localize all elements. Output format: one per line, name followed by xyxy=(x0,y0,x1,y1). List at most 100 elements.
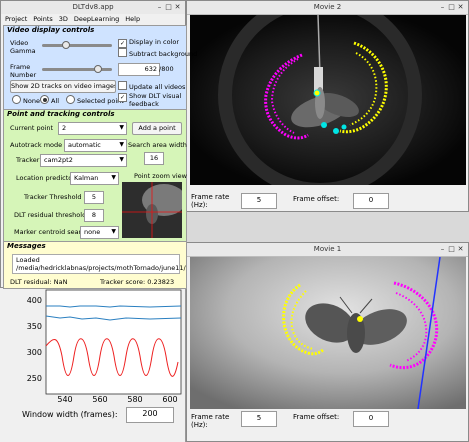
movie2-video[interactable] xyxy=(190,15,466,185)
moth-mount xyxy=(314,67,323,93)
radio-icon xyxy=(66,95,75,104)
track-cyan-point xyxy=(321,122,327,128)
chevron-down-icon: ▼ xyxy=(111,228,116,235)
display-color-label: Display in color xyxy=(129,38,180,46)
movie1-window: Movie 1 – □ ✕ xyxy=(186,242,469,442)
gamma-slider-knob[interactable] xyxy=(62,41,70,49)
window-width-input[interactable]: 200 xyxy=(126,407,174,423)
maximize-icon[interactable]: □ xyxy=(165,3,172,11)
movie1-video[interactable] xyxy=(190,257,466,409)
tracker-select[interactable]: cam2pt2 ▼ xyxy=(40,154,127,167)
movie1-window-buttons: – □ ✕ xyxy=(438,245,465,254)
video-display-heading: Video display controls xyxy=(7,26,95,34)
point-zoom-label: Point zoom view xyxy=(134,172,187,180)
track-cyan-point xyxy=(333,128,339,134)
movie1-frame-rate-input[interactable]: 5 xyxy=(241,411,277,427)
tracking-panel: Point and tracking controls Current poin… xyxy=(3,109,187,243)
movie2-titlebar: Movie 2 – □ ✕ xyxy=(187,1,468,15)
maximize-icon[interactable]: □ xyxy=(448,3,455,11)
dltdv-titlebar: DLTdv8.app – □ ✕ xyxy=(1,1,185,15)
zoom-image xyxy=(122,182,182,238)
tracking-heading: Point and tracking controls xyxy=(7,110,115,118)
track-magenta-movie1-inner xyxy=(395,292,428,362)
subtract-bg-checkbox[interactable]: Subtract background xyxy=(118,48,197,59)
radio-all[interactable]: All xyxy=(40,95,59,106)
location-predictor-select[interactable]: Kalman ▼ xyxy=(70,172,119,185)
current-point-marker xyxy=(313,89,321,97)
track-magenta-movie1 xyxy=(389,281,439,370)
video-display-panel: Video display controls Video Gamma ✓ Disp… xyxy=(3,25,197,111)
radio-icon xyxy=(12,95,21,104)
plot-series-blue-1 xyxy=(46,305,182,308)
chevron-down-icon: ▼ xyxy=(119,124,124,131)
messages-panel: Messages Loaded /media/hedricklabnas/pro… xyxy=(3,241,187,289)
movie1-frame xyxy=(190,257,466,409)
movie1-frame-offset-input[interactable]: 0 xyxy=(353,411,389,427)
checkbox-empty-icon xyxy=(118,48,127,57)
dltdv-window-buttons: – □ ✕ xyxy=(155,3,182,12)
radio-all-label: All xyxy=(51,97,60,105)
radio-selected-point[interactable]: Selected point xyxy=(66,95,124,106)
marker-centroid-value: none xyxy=(84,228,101,236)
minimize-icon[interactable]: – xyxy=(440,245,445,253)
menu-project[interactable]: Project xyxy=(5,15,28,23)
frame-slider[interactable] xyxy=(42,65,112,73)
add-point-button[interactable]: Add a point xyxy=(132,122,182,135)
show-2d-tracks-button[interactable]: Show 2D tracks on video images xyxy=(10,80,116,93)
radio-none[interactable]: None xyxy=(12,95,40,106)
moth-body xyxy=(347,313,365,353)
tether-line xyxy=(317,15,321,76)
menu-help[interactable]: Help xyxy=(125,15,141,23)
dltdv-title: DLTdv8.app xyxy=(72,3,114,11)
show-dlt-checkbox[interactable]: ✓ xyxy=(118,92,129,102)
movie1-frame-rate-label: Frame rate (Hz): xyxy=(191,413,230,429)
track-yellow-movie1 xyxy=(282,283,326,356)
frame-slider-knob[interactable] xyxy=(94,65,102,73)
x-tick-label: 560 xyxy=(92,395,107,404)
current-point-select[interactable]: 2 ▼ xyxy=(58,122,127,135)
location-predictor-label: Location predictor xyxy=(16,174,75,182)
autotrack-value: automatic xyxy=(68,141,101,149)
update-all-checkbox[interactable]: Update all videos xyxy=(118,81,185,92)
menu-3d[interactable]: 3D xyxy=(58,15,68,23)
chevron-down-icon: ▼ xyxy=(119,156,124,163)
track-magenta-movie2 xyxy=(264,53,309,140)
dltdv-window: DLTdv8.app – □ ✕ Project Points 3D DeepLearni… xyxy=(0,0,197,289)
movie2-title: Movie 2 xyxy=(313,3,342,11)
menu-points[interactable]: Points xyxy=(33,15,53,23)
frame-number-label: Frame Number xyxy=(10,63,37,79)
minimize-icon[interactable]: – xyxy=(440,3,445,11)
dlt-residual-threshold-input[interactable]: 8 xyxy=(84,209,104,222)
movie1-titlebar: Movie 1 – □ ✕ xyxy=(187,243,468,257)
movie2-window: Movie 2 – □ ✕ xyxy=(186,0,469,212)
plot-window: 400 350 300 250 540 560 580 600 Window w… xyxy=(0,286,186,442)
gamma-slider[interactable] xyxy=(42,41,112,49)
movie2-frame-rate-input[interactable]: 5 xyxy=(241,193,277,209)
menu-deeplearning[interactable]: DeepLearning xyxy=(73,15,120,23)
message-line-2: /media/hedricklabnas/projects/mothTornad… xyxy=(16,264,186,272)
tracker-score-status: Tracker score: 0.23823 xyxy=(100,278,175,286)
x-tick-label: 600 xyxy=(162,395,177,404)
gamma-label: Video Gamma xyxy=(10,39,36,55)
display-color-checkbox[interactable]: ✓ Display in color xyxy=(118,38,179,48)
close-icon[interactable]: ✕ xyxy=(174,3,181,11)
search-area-input[interactable]: 16 xyxy=(144,152,164,165)
maximize-icon[interactable]: □ xyxy=(448,245,455,253)
marker-centroid-select[interactable]: none ▼ xyxy=(80,226,119,239)
tracker-threshold-input[interactable]: 5 xyxy=(84,191,104,204)
location-predictor-value: Kalman xyxy=(74,174,99,182)
dlt-residual-threshold-label: DLT residual threshold xyxy=(14,211,87,219)
message-line-1: Loaded xyxy=(16,256,40,264)
menubar: Project Points 3D DeepLearning Help xyxy=(1,14,185,24)
autotrack-select[interactable]: automatic ▼ xyxy=(64,139,127,152)
frame-number-input[interactable]: 632 xyxy=(118,63,160,76)
movie2-frame-rate-label: Frame rate (Hz): xyxy=(191,193,230,209)
tracker-threshold-label: Tracker Threshold xyxy=(24,193,82,201)
movie2-frame-offset-input[interactable]: 0 xyxy=(353,193,389,209)
close-icon[interactable]: ✕ xyxy=(457,3,464,11)
movie1-frame-offset-label: Frame offset: xyxy=(293,413,340,421)
close-icon[interactable]: ✕ xyxy=(457,245,464,253)
checkbox-checked-icon: ✓ xyxy=(118,93,127,102)
timeseries-plot: 400 350 300 250 540 560 580 600 xyxy=(27,289,182,404)
minimize-icon[interactable]: – xyxy=(157,3,162,11)
